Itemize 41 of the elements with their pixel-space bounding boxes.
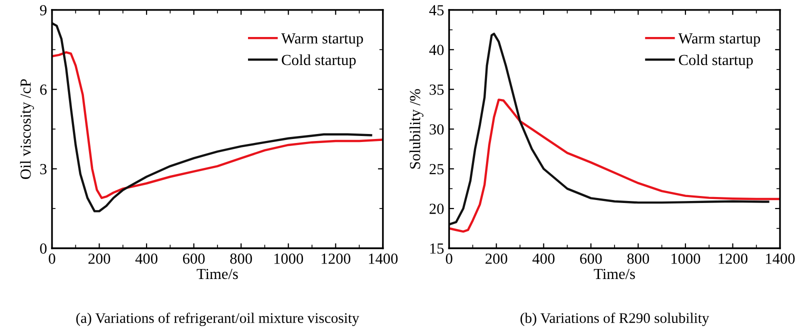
x-tick-label: 600 (183, 254, 205, 264)
y-tick-label: 0 (40, 243, 47, 254)
x-tick-label: 200 (486, 254, 508, 264)
line-series (449, 32, 770, 226)
line-series (52, 22, 372, 212)
y-tick-label: 6 (40, 84, 47, 95)
text: (b) Variations of R290 solubility (520, 312, 710, 326)
x-tick-label: 1200 (718, 254, 748, 264)
legend-label: Warm startup (678, 33, 760, 47)
x-tick-label: 800 (627, 254, 650, 264)
line-series (449, 98, 780, 233)
legend-label: Warm startup (281, 33, 363, 47)
x-axis-title: Time/s (196, 268, 238, 280)
y-axis-title: Solubility /% (410, 89, 424, 169)
y-tick-label: 9 (40, 5, 47, 16)
x-tick-label: 1000 (274, 254, 304, 264)
x-axis-title: Time/s (594, 268, 635, 280)
x-tick-label: 800 (230, 254, 252, 264)
y-tick-label: 15 (430, 243, 444, 254)
x-tick-label: 400 (532, 254, 555, 264)
y-tick-label: 45 (429, 5, 444, 16)
line-series (52, 51, 383, 200)
x-tick-label: 1200 (322, 254, 350, 264)
y-axis-title: Oil viscosity /cP (20, 79, 34, 179)
y-tick-label: 35 (430, 84, 444, 95)
x-tick-label: 600 (580, 254, 602, 264)
legend-label: Cold startup (678, 54, 753, 68)
y-tick-label: 40 (429, 44, 444, 56)
x-tick-label: 400 (135, 254, 158, 264)
legend-label: Cold startup (282, 54, 356, 68)
x-tick-label: 0 (48, 254, 56, 264)
x-tick-label: 1400 (766, 254, 795, 264)
x-tick-label: 1000 (672, 254, 700, 264)
x-tick-label: 200 (88, 254, 110, 264)
x-tick-label: 0 (446, 254, 452, 264)
x-tick-label: 1400 (368, 254, 398, 264)
text: (a) Variations of refrigerant/oil mixture viscosity (76, 312, 360, 326)
y-tick-label: 3 (40, 164, 47, 174)
y-tick-label: 25 (430, 164, 444, 174)
y-tick-label: 20 (430, 204, 444, 214)
y-tick-label: 30 (430, 124, 444, 135)
